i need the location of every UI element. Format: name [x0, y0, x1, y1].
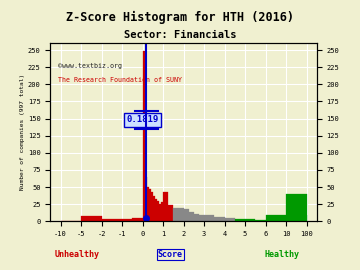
Text: ©www.textbiz.org: ©www.textbiz.org: [58, 63, 122, 69]
Bar: [286, 194, 307, 221]
Text: Healthy: Healthy: [265, 250, 300, 259]
Bar: [122, 219, 132, 221]
Bar: [179, 208, 184, 221]
Bar: [214, 217, 225, 221]
Bar: [81, 216, 102, 221]
Bar: [199, 215, 204, 221]
Bar: [143, 51, 145, 221]
Bar: [168, 205, 174, 221]
Bar: [159, 204, 161, 221]
Bar: [102, 219, 122, 221]
Bar: [163, 192, 168, 221]
Bar: [153, 196, 155, 221]
Bar: [174, 208, 179, 221]
Text: Score: Score: [158, 250, 183, 259]
Bar: [189, 212, 194, 221]
Bar: [184, 209, 189, 221]
Bar: [194, 214, 199, 221]
Bar: [204, 215, 214, 221]
Y-axis label: Number of companies (997 total): Number of companies (997 total): [20, 74, 25, 190]
Bar: [145, 177, 147, 221]
Text: Sector: Financials: Sector: Financials: [124, 30, 236, 40]
Bar: [155, 199, 157, 221]
Bar: [245, 219, 255, 221]
Bar: [151, 192, 153, 221]
Bar: [147, 187, 149, 221]
Bar: [266, 215, 286, 221]
Bar: [149, 189, 151, 221]
Bar: [255, 220, 266, 221]
Bar: [132, 218, 143, 221]
Bar: [161, 202, 163, 221]
Bar: [235, 219, 245, 221]
Bar: [225, 218, 235, 221]
Text: Z-Score Histogram for HTH (2016): Z-Score Histogram for HTH (2016): [66, 11, 294, 24]
Text: Unhealthy: Unhealthy: [55, 250, 99, 259]
Bar: [157, 201, 159, 221]
Text: 0.1819: 0.1819: [126, 116, 159, 124]
Text: The Research Foundation of SUNY: The Research Foundation of SUNY: [58, 77, 183, 83]
